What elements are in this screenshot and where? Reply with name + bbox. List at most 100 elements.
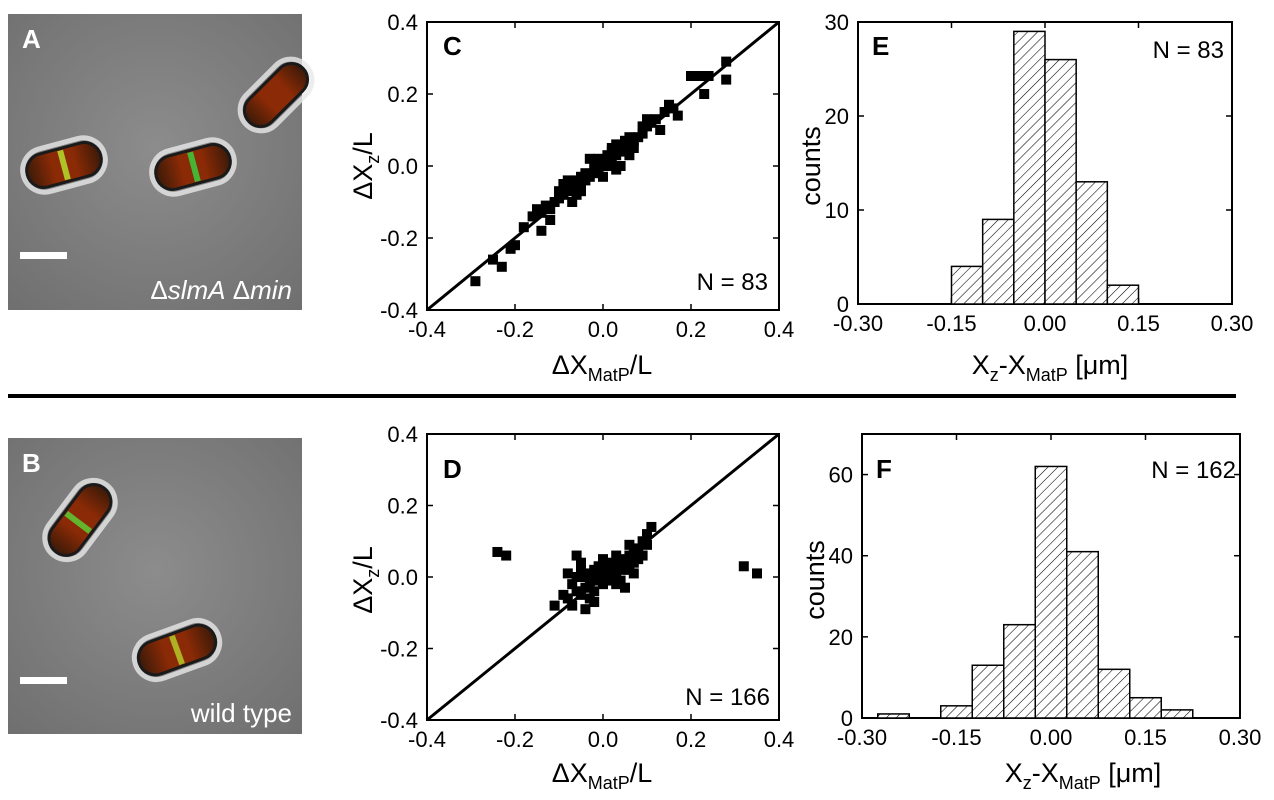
x-tick-label: -0.4 (408, 317, 446, 342)
x-tick-label: 0.00 (1024, 311, 1067, 336)
y-tick-label: 60 (829, 463, 853, 488)
data-point (606, 157, 617, 168)
data-point (694, 71, 705, 81)
data-point (589, 586, 600, 597)
sample-size-c: N = 83 (697, 269, 768, 296)
scale-bar (20, 252, 67, 259)
data-point (721, 74, 732, 85)
y-tick-label: 20 (825, 104, 849, 129)
y-tick-label: -0.4 (380, 298, 418, 323)
data-point (549, 600, 560, 611)
histogram-bar (877, 713, 910, 719)
data-point (571, 572, 582, 582)
histogram-bar (1129, 696, 1162, 719)
y-tick-label: 30 (825, 10, 849, 35)
panel-label-d: D (443, 454, 462, 484)
data-point (576, 589, 586, 600)
data-point (598, 554, 608, 565)
data-point (501, 550, 512, 561)
cell-a3 (149, 137, 237, 197)
y-tick-label: 0.0 (387, 565, 418, 590)
data-point (571, 550, 582, 561)
data-point (650, 114, 661, 125)
y-tick-label: 0.4 (387, 422, 418, 447)
data-point (562, 175, 573, 186)
histogram-bar (1003, 623, 1036, 719)
data-point (580, 604, 591, 615)
data-point (615, 575, 626, 586)
y-axis-label-f: counts (800, 540, 830, 620)
histogram-bar (981, 218, 1015, 305)
data-point (576, 557, 586, 568)
data-point (624, 539, 635, 550)
panel-label-e: E (872, 31, 889, 61)
data-point (576, 564, 586, 575)
x-axis-label-f: Xz-XMatP [μm] (1005, 758, 1162, 793)
data-point (545, 215, 556, 225)
data-point (628, 143, 639, 153)
data-point (611, 164, 622, 175)
data-point (576, 186, 586, 197)
data-point (686, 71, 696, 81)
data-point (721, 56, 732, 67)
y-tick-label: -0.4 (380, 708, 418, 733)
data-point (642, 529, 652, 540)
data-point (646, 521, 657, 532)
y-tick-label: 0.0 (387, 154, 418, 179)
panel-label-f: F (876, 454, 892, 484)
x-tick-label: -0.15 (926, 311, 976, 336)
scatter-plot-c: C N = 83 ΔXMatP/L ΔXz/L -0.4 -0.2 0.0 0.2 0.… (348, 10, 794, 385)
histogram-bar (1075, 181, 1109, 305)
data-point (642, 539, 652, 550)
data-point (488, 254, 498, 265)
sample-size-e: N = 83 (1153, 37, 1224, 64)
histogram-bar (1106, 284, 1140, 305)
data-point (703, 71, 714, 81)
y-axis-label-c: ΔXz/L (348, 132, 383, 200)
micrograph-a: A ΔslmA Δmin (8, 14, 315, 310)
data-point (558, 589, 569, 600)
x-tick-label: 0.15 (1117, 311, 1160, 336)
y-tick-label: 0.4 (387, 10, 418, 35)
data-point (633, 543, 644, 554)
cell-a2 (20, 135, 108, 195)
data-point (637, 121, 648, 132)
x-tick-label: 0.2 (676, 727, 707, 752)
panel-label-a: A (22, 24, 41, 54)
y-tick-label: 0.2 (387, 82, 418, 107)
data-point (598, 171, 608, 182)
cell-b1 (42, 477, 118, 563)
histogram-bar (1034, 465, 1068, 719)
data-point (611, 550, 622, 561)
data-point (536, 207, 547, 218)
histogram-bar (1160, 709, 1194, 719)
histogram-bar (950, 265, 984, 305)
data-point (527, 211, 538, 222)
data-point (637, 128, 648, 139)
data-point (628, 568, 639, 579)
histogram-bar (1066, 550, 1099, 719)
data-point (624, 150, 635, 161)
x-tick-label: 0.0 (588, 727, 619, 752)
data-point (620, 582, 630, 593)
y-tick-label: 10 (825, 198, 849, 223)
x-axis-label-d: ΔXMatP/L (552, 758, 653, 793)
data-point (536, 225, 547, 236)
data-point (567, 182, 578, 193)
x-axis-label-e: Xz-XMatP [μm] (972, 350, 1129, 385)
x-tick-label: 0.0 (588, 317, 619, 342)
data-point (606, 143, 617, 153)
histogram-bar (1097, 668, 1131, 719)
data-point (655, 125, 666, 135)
histogram-f: F N = 162 Xz-XMatP [μm] counts -0.30 -0.1… (800, 433, 1261, 793)
x-tick-label: -0.30 (833, 311, 883, 336)
data-point (624, 132, 635, 143)
data-point (584, 153, 595, 164)
data-point (738, 561, 749, 572)
data-point (470, 276, 481, 287)
genotype-label-b: wild type (190, 698, 292, 728)
y-tick-label: 40 (829, 544, 853, 569)
histogram-bar (1044, 58, 1077, 305)
y-axis-label-e: counts (796, 126, 826, 206)
